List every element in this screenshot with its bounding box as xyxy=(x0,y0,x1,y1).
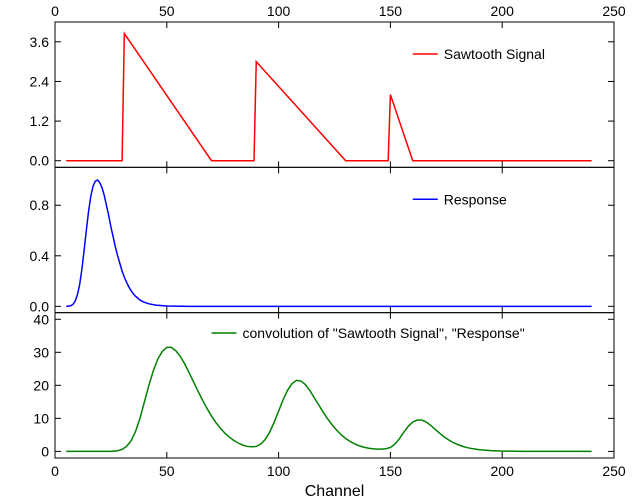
legend-label-convolution: convolution of "Sawtooth Signal", "Respo… xyxy=(243,325,525,341)
xtick-label-bottom: 100 xyxy=(267,463,291,479)
xtick-label-top: 150 xyxy=(379,3,403,19)
xtick-label-top: 50 xyxy=(159,3,175,19)
ytick-label: 0 xyxy=(41,443,49,459)
ytick-label: 0.8 xyxy=(30,197,50,213)
ytick-label: 1.2 xyxy=(30,113,50,129)
xtick-label-bottom: 200 xyxy=(491,463,515,479)
ytick-label: 3.6 xyxy=(30,34,50,50)
xtick-label-bottom: 250 xyxy=(602,463,626,479)
panel-frame-response xyxy=(55,167,614,312)
ytick-label: 2.4 xyxy=(30,73,50,89)
legend-label-response: Response xyxy=(444,191,507,207)
ytick-label: 20 xyxy=(33,377,49,393)
xtick-label-bottom: 50 xyxy=(159,463,175,479)
ytick-label: 30 xyxy=(33,344,49,360)
ytick-label: 10 xyxy=(33,410,49,426)
xaxis-label: Channel xyxy=(305,483,365,500)
ytick-label: 0.0 xyxy=(30,153,50,169)
chart-container: 0.01.22.43.6Sawtooth Signal0.00.40.8Resp… xyxy=(0,0,639,503)
xtick-label-top: 200 xyxy=(491,3,515,19)
panel-frame-sawtooth xyxy=(55,22,614,167)
ytick-label: 0.4 xyxy=(30,248,50,264)
xtick-label-top: 250 xyxy=(602,3,626,19)
xtick-label-top: 0 xyxy=(51,3,59,19)
xtick-label-bottom: 0 xyxy=(51,463,59,479)
xtick-label-top: 100 xyxy=(267,3,291,19)
ytick-label: 40 xyxy=(33,311,49,327)
chart-svg: 0.01.22.43.6Sawtooth Signal0.00.40.8Resp… xyxy=(0,0,639,503)
legend-label-sawtooth: Sawtooth Signal xyxy=(444,46,545,62)
xtick-label-bottom: 150 xyxy=(379,463,403,479)
series-response xyxy=(66,180,591,306)
series-convolution xyxy=(66,347,591,451)
